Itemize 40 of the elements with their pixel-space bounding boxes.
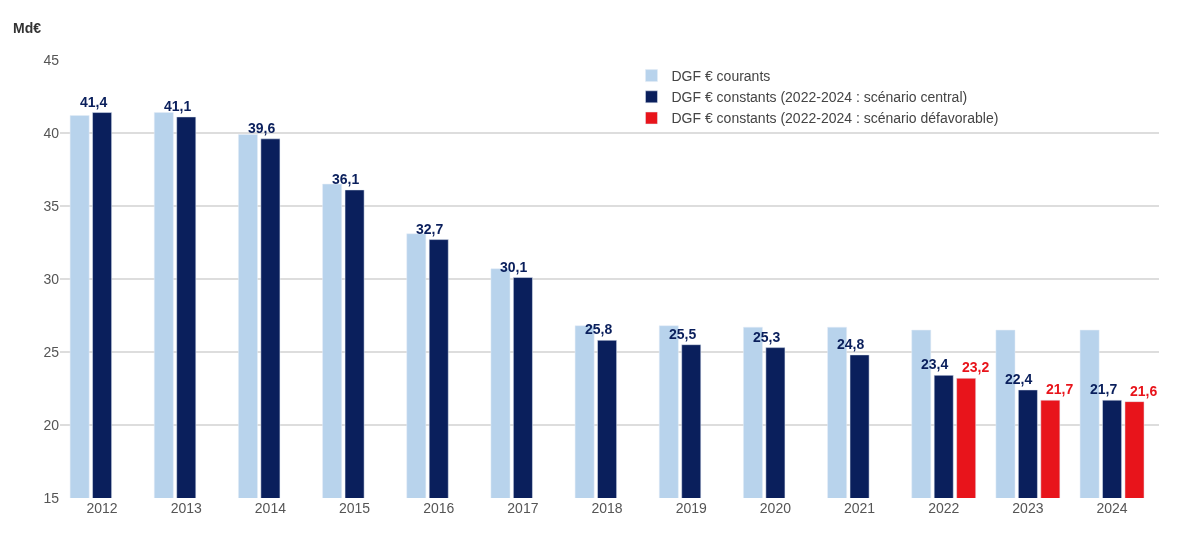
data-label: 23,4 xyxy=(921,356,949,372)
data-label: 25,3 xyxy=(753,329,781,345)
data-label: 21,6 xyxy=(1130,383,1158,399)
x-tick-label: 2018 xyxy=(591,500,623,516)
y-tick-label: 15 xyxy=(43,489,60,506)
data-label: 23,2 xyxy=(962,359,990,375)
x-tick-label: 2015 xyxy=(339,500,371,516)
data-label: 30,1 xyxy=(500,259,528,275)
x-tick-label: 2016 xyxy=(423,500,455,516)
data-label: 24,8 xyxy=(837,336,865,352)
legend-label: DGF € courants xyxy=(671,68,771,85)
y-tick-label: 25 xyxy=(43,343,60,360)
x-tick-label: 2013 xyxy=(170,500,203,516)
data-label: 25,8 xyxy=(585,321,613,337)
y-tick-label: 20 xyxy=(43,416,60,433)
y-tick-label: 40 xyxy=(43,124,60,141)
data-label: 32,7 xyxy=(416,221,444,237)
x-tick-label: 2012 xyxy=(86,500,118,516)
data-label: 39,6 xyxy=(248,120,276,136)
x-tick-label: 2014 xyxy=(254,500,287,516)
y-axis-title: Md€ xyxy=(13,20,42,36)
legend-label: DGF € constants (2022-2024 : scénario central) xyxy=(671,89,968,106)
x-tick-label: 2019 xyxy=(675,500,708,516)
data-label: 41,1 xyxy=(164,98,192,114)
y-tick-label: 35 xyxy=(43,197,60,214)
x-tick-label: 2023 xyxy=(1012,500,1044,516)
y-tick-label: 30 xyxy=(43,270,60,287)
x-tick-label: 2024 xyxy=(1096,500,1128,516)
data-label: 22,4 xyxy=(1005,371,1033,387)
data-label: 21,7 xyxy=(1090,381,1118,397)
x-tick-label: 2020 xyxy=(759,500,792,516)
legend-label: DGF € constants (2022-2024 : scénario défavorable) xyxy=(671,110,999,127)
x-tick-label: 2017 xyxy=(507,500,539,516)
data-label: 41,4 xyxy=(80,94,108,110)
data-label: 25,5 xyxy=(669,326,697,342)
data-label: 36,1 xyxy=(332,171,360,187)
data-label: 21,7 xyxy=(1046,381,1074,397)
x-tick-label: 2021 xyxy=(843,500,876,516)
y-tick-label: 45 xyxy=(43,51,60,68)
x-tick-label: 2022 xyxy=(928,500,960,516)
